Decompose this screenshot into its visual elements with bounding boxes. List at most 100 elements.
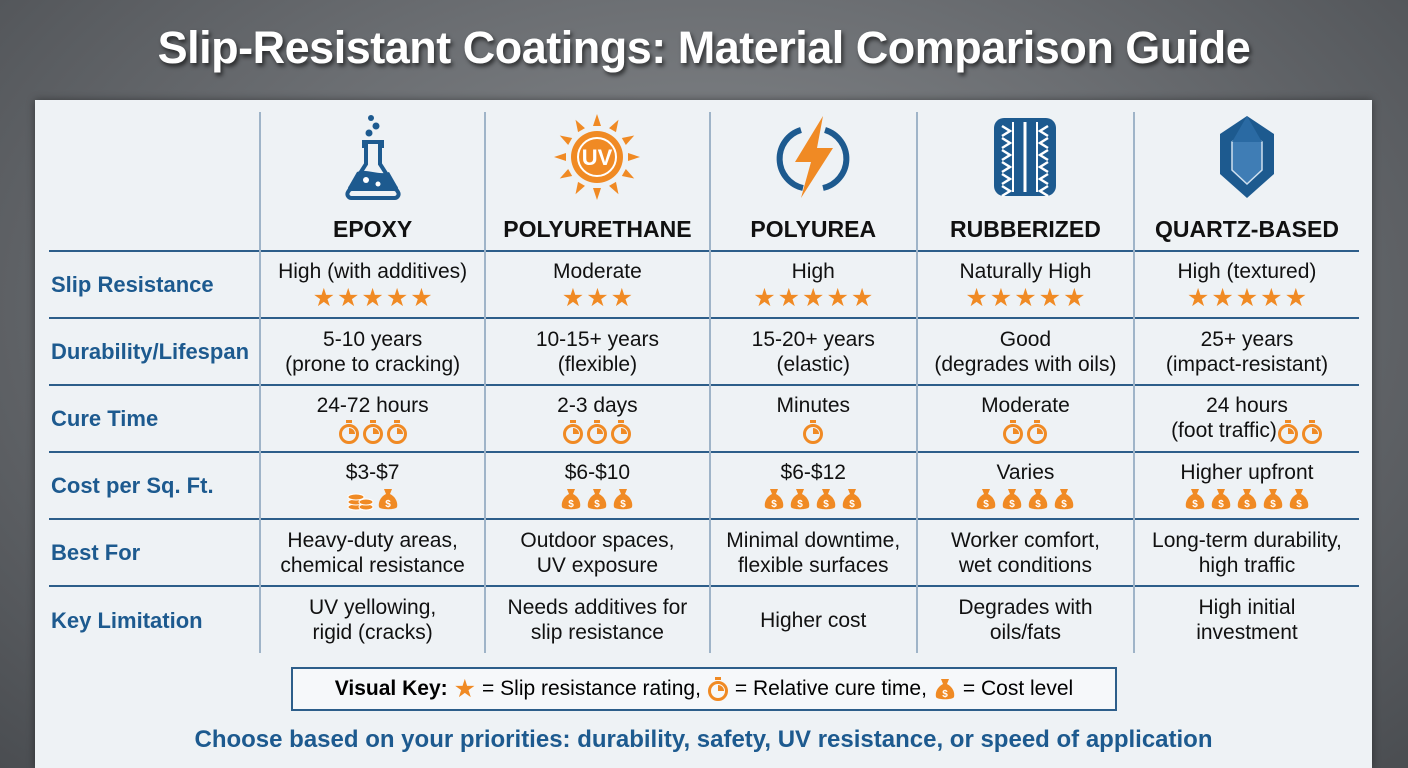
table-cell: Good (degrades with oils) (915, 317, 1134, 385)
cell-text: Minutes (776, 394, 851, 417)
table-cell: Higher cost (708, 585, 917, 653)
timer-icon (1301, 419, 1323, 444)
timer-icon (1277, 419, 1299, 444)
svg-text:UV: UV (582, 145, 613, 170)
comparison-table: EPOXY UV POLYURETHANE POLYUREA RUBBERIZED QUA… (49, 112, 1359, 653)
key-timer-text: = Relative cure time, (734, 677, 927, 700)
table-cell: Higher upfront $ $ $ $ $ (1132, 451, 1359, 519)
column-header-polyurethane: UV POLYURETHANE (484, 112, 710, 251)
coins-icon (346, 487, 374, 511)
table-cell: Heavy-duty areas, chemical resistance (258, 518, 486, 586)
cell-text: Worker comfort, (950, 528, 1100, 552)
svg-text:$: $ (984, 499, 990, 510)
row-label: Cost per Sq. Ft. (49, 451, 260, 519)
cell-text: Heavy-duty areas, (287, 528, 458, 552)
table-row: Key Limitation UV yellowing, rigid (cracks… (49, 585, 1359, 653)
cell-text: UV yellowing, (309, 596, 437, 619)
table-cell: 15-20+ years (elastic) (708, 317, 917, 385)
star-icon: ★ (1014, 284, 1037, 312)
table-cell: $6-$10 $ $ $ (484, 451, 710, 519)
column-header-polyurea: POLYUREA (708, 112, 917, 251)
key-star-text: = Slip resistance rating, (482, 677, 701, 700)
bag-icon: $ (788, 487, 812, 511)
table-cell: Naturally High ★ ★ ★ ★ ★ (915, 250, 1134, 318)
rating-icons: $ (261, 487, 484, 511)
cell-text: (flexible) (557, 352, 638, 376)
header-row: EPOXY UV POLYURETHANE POLYUREA RUBBERIZED QUA… (49, 112, 1359, 251)
rating-icons: $ $ $ $ (918, 487, 1133, 511)
cell-text: flexible surfaces (737, 553, 889, 577)
svg-text:$: $ (849, 499, 855, 510)
cell-text: Needs additives for (507, 596, 688, 619)
cell-text: Long-term durability, (1152, 528, 1342, 552)
bag-icon: $ (1235, 487, 1259, 511)
row-label: Slip Resistance (49, 250, 260, 318)
bag-icon: $ (1261, 487, 1285, 511)
tire-icon (918, 112, 1133, 207)
table-row: Best For Heavy-duty areas, chemical resist… (49, 518, 1359, 586)
table-cell: 2-3 days (484, 384, 710, 452)
table-cell: Minimal downtime, flexible surfaces (708, 518, 917, 586)
cell-text: Varies (996, 461, 1055, 484)
svg-text:$: $ (771, 499, 777, 510)
row-label: Cure Time (49, 384, 260, 452)
cell-text: slip resistance (530, 621, 664, 644)
uv-sun-icon: UV (486, 112, 708, 207)
star-icon: ★ (1235, 284, 1259, 312)
column-header-epoxy: EPOXY (258, 112, 486, 251)
rating-icons: ★ ★ ★ ★ ★ (261, 284, 484, 312)
bag-icon: $ (1209, 487, 1233, 511)
table-cell: Needs additives for slip resistance (484, 585, 710, 653)
svg-text:$: $ (1062, 499, 1068, 510)
lightning-icon (711, 112, 916, 207)
footer-note: Choose based on your priorities: durabil… (194, 726, 1213, 753)
cell-text: Moderate (981, 394, 1070, 417)
material-name: EPOXY (332, 216, 413, 242)
table-cell: 24-72 hours (258, 384, 486, 452)
key-title: Visual Key: (334, 677, 448, 700)
star-icon: ★ (1284, 284, 1308, 312)
svg-text:$: $ (595, 499, 601, 510)
row-label: Key Limitation (49, 585, 260, 653)
table-cell: 5-10 years (prone to cracking) (258, 317, 486, 385)
cell-text: Degrades with (958, 596, 1093, 619)
cell-text: Good (999, 327, 1052, 351)
cell-text: (prone to cracking) (285, 352, 461, 376)
rating-icons (261, 420, 484, 444)
row-label: Durability/Lifespan (49, 317, 260, 385)
timer-icon (610, 420, 632, 444)
star-icon: ★ (610, 284, 634, 312)
star-icon: ★ (312, 284, 335, 312)
bag-icon: $ (1000, 487, 1024, 511)
rating-icons (711, 420, 916, 444)
cell-text: investment (1196, 621, 1298, 644)
table-cell: High (with additives) ★ ★ ★ ★ ★ (258, 250, 486, 318)
cell-text: (degrades with oils) (934, 352, 1117, 376)
svg-text:$: $ (569, 499, 575, 510)
table-cell: Moderate (915, 384, 1134, 452)
rating-icons: $ $ $ (486, 487, 708, 511)
cell-text: high traffic (1198, 553, 1296, 577)
table-cell: High ★ ★ ★ ★ ★ (708, 250, 917, 318)
table-cell: 25+ years (impact-resistant) (1132, 317, 1359, 385)
material-name: POLYUREA (750, 216, 877, 242)
star-icon: ★ (1063, 284, 1086, 312)
star-icon: ★ (1186, 284, 1210, 312)
visual-key: Visual Key: ★ = Slip resistance rating, =… (291, 667, 1117, 711)
rating-icons: $ $ $ $ (711, 487, 916, 511)
bag-icon: $ (1287, 487, 1311, 511)
table-row: Durability/Lifespan 5-10 years (prone to c… (49, 317, 1359, 385)
star-icon: ★ (777, 284, 801, 312)
bag-icon: $ (559, 487, 583, 511)
key-bag-text: = Cost level (962, 677, 1074, 700)
star-icon: ★ (1038, 284, 1062, 312)
star-icon: ★ (561, 284, 585, 312)
cell-text: (foot traffic) (1135, 418, 1359, 444)
timer-icon (802, 420, 824, 444)
cell-text: Moderate (553, 260, 642, 283)
cell-text: $3-$7 (345, 461, 400, 484)
bag-icon: $ (611, 487, 635, 511)
timer-icon (562, 420, 584, 444)
rating-icons: ★ ★ ★ ★ ★ (918, 284, 1133, 312)
bag-icon: $ (840, 487, 864, 511)
